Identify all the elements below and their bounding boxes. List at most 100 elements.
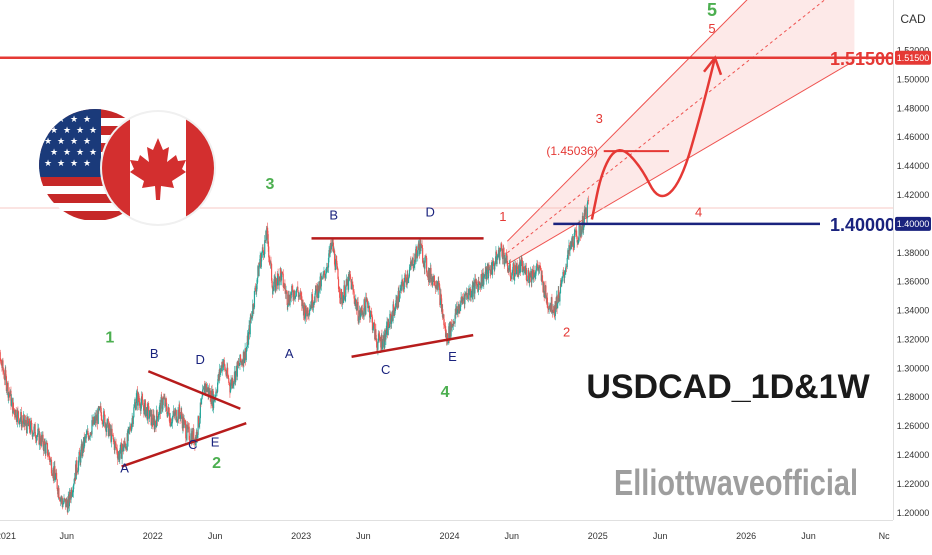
price-tick-label: 1.44000 [897, 161, 930, 171]
svg-text:★: ★ [44, 136, 52, 146]
candle-body [56, 473, 57, 480]
price-tick-label: 1.26000 [897, 421, 930, 431]
candle-body [405, 277, 406, 283]
candle-body [316, 285, 317, 289]
svg-text:★: ★ [76, 125, 84, 135]
candle-body [143, 405, 144, 407]
price-tick-label: 1.24000 [897, 450, 930, 460]
candle-body [473, 287, 474, 297]
candle-body [201, 396, 202, 399]
price-tick-label: 1.36000 [897, 277, 930, 287]
trendline-1 [122, 423, 247, 466]
candle-body [45, 444, 46, 454]
svg-text:★: ★ [83, 136, 91, 146]
candle-body [31, 423, 32, 431]
symbol-title: USDCAD_1D&1W [586, 368, 870, 406]
candle-body [545, 286, 546, 297]
wave-label: A [120, 460, 129, 475]
svg-text:★: ★ [89, 147, 97, 157]
price-tag-label: 1.40000 [897, 219, 930, 229]
candle-body [272, 291, 273, 294]
price-tick-label: 1.48000 [897, 103, 930, 113]
support-level-label: 1.40000 [830, 215, 895, 235]
candle-body [557, 303, 558, 308]
time-tick-label: Jun [653, 531, 668, 541]
candle-body [517, 263, 518, 266]
price-tick-label: 1.22000 [897, 479, 930, 489]
wave-label: 2 [212, 455, 221, 472]
candle-body [324, 271, 325, 274]
candle-body [11, 399, 12, 406]
candle-body [13, 403, 14, 409]
wave-label: 3 [266, 176, 275, 193]
price-tick-label: 1.34000 [897, 306, 930, 316]
candle-body [158, 417, 159, 421]
candle-body [76, 460, 77, 472]
time-tick-label: Jun [59, 531, 74, 541]
wave3-target-label: (1.45036) [546, 144, 597, 158]
candle-body [586, 208, 587, 217]
canada-flag-icon [100, 110, 216, 226]
wave-label: E [211, 434, 220, 449]
wave-label: A [285, 346, 294, 361]
wave-label: 3 [596, 111, 603, 126]
wave-label: C [188, 437, 197, 452]
candle-body [120, 445, 121, 454]
candle-body [427, 272, 428, 275]
svg-text:★: ★ [50, 147, 58, 157]
wave-label: D [425, 205, 434, 220]
price-tick-label: 1.28000 [897, 392, 930, 402]
wave-label: D [196, 352, 205, 367]
candle-body [526, 268, 527, 280]
wave-label: E [448, 349, 457, 364]
wave-label: 5 [708, 21, 715, 36]
svg-text:★: ★ [89, 125, 97, 135]
time-axis-background [0, 520, 932, 550]
candle-body [287, 292, 288, 305]
svg-text:★: ★ [83, 114, 91, 124]
time-tick-label: 2023 [291, 531, 311, 541]
candle-body [58, 488, 59, 498]
svg-text:★: ★ [63, 147, 71, 157]
candle-body [510, 264, 511, 277]
watermark: Elliottwaveofficial [614, 462, 858, 503]
candle-body [111, 429, 112, 435]
time-tick-label: 2026 [736, 531, 756, 541]
candle-body [268, 246, 269, 257]
resistance-level-label: 1.51500 [830, 49, 895, 69]
candle-body [350, 277, 351, 280]
candle-body [262, 247, 263, 250]
wave-label: 1 [105, 329, 114, 346]
candle-body [339, 292, 340, 298]
candle-body [578, 225, 579, 240]
svg-text:★: ★ [44, 114, 52, 124]
candle-body [258, 266, 259, 276]
wave-label: 5 [707, 0, 717, 20]
candle-body [588, 200, 589, 201]
candle-body [404, 282, 405, 289]
wave-label: C [381, 362, 390, 377]
svg-text:★: ★ [44, 158, 52, 168]
time-axis[interactable]: 2021Jun2022Jun2023Jun2024Jun2025Jun2026J… [0, 520, 932, 550]
price-axis[interactable]: 1.200001.220001.240001.260001.280001.300… [893, 0, 932, 550]
candle-body [149, 417, 150, 419]
price-tick-label: 1.32000 [897, 334, 930, 344]
price-tick-label: 1.42000 [897, 190, 930, 200]
wave-label: 2 [563, 325, 570, 340]
price-tick-label: 1.38000 [897, 248, 930, 258]
candle-body [501, 248, 502, 256]
candle-body [422, 248, 423, 262]
candle-body [567, 258, 568, 267]
time-tick-label: 2024 [439, 531, 459, 541]
candle-body [271, 264, 272, 281]
candle-body [409, 270, 410, 277]
wave-label: 4 [695, 205, 702, 220]
svg-text:★: ★ [63, 125, 71, 135]
candle-body [18, 411, 19, 418]
candle-body [364, 299, 365, 306]
price-tick-label: 1.46000 [897, 132, 930, 142]
svg-text:★: ★ [70, 136, 78, 146]
time-tick-label: Jun [356, 531, 371, 541]
time-tick-label: Jun [801, 531, 816, 541]
